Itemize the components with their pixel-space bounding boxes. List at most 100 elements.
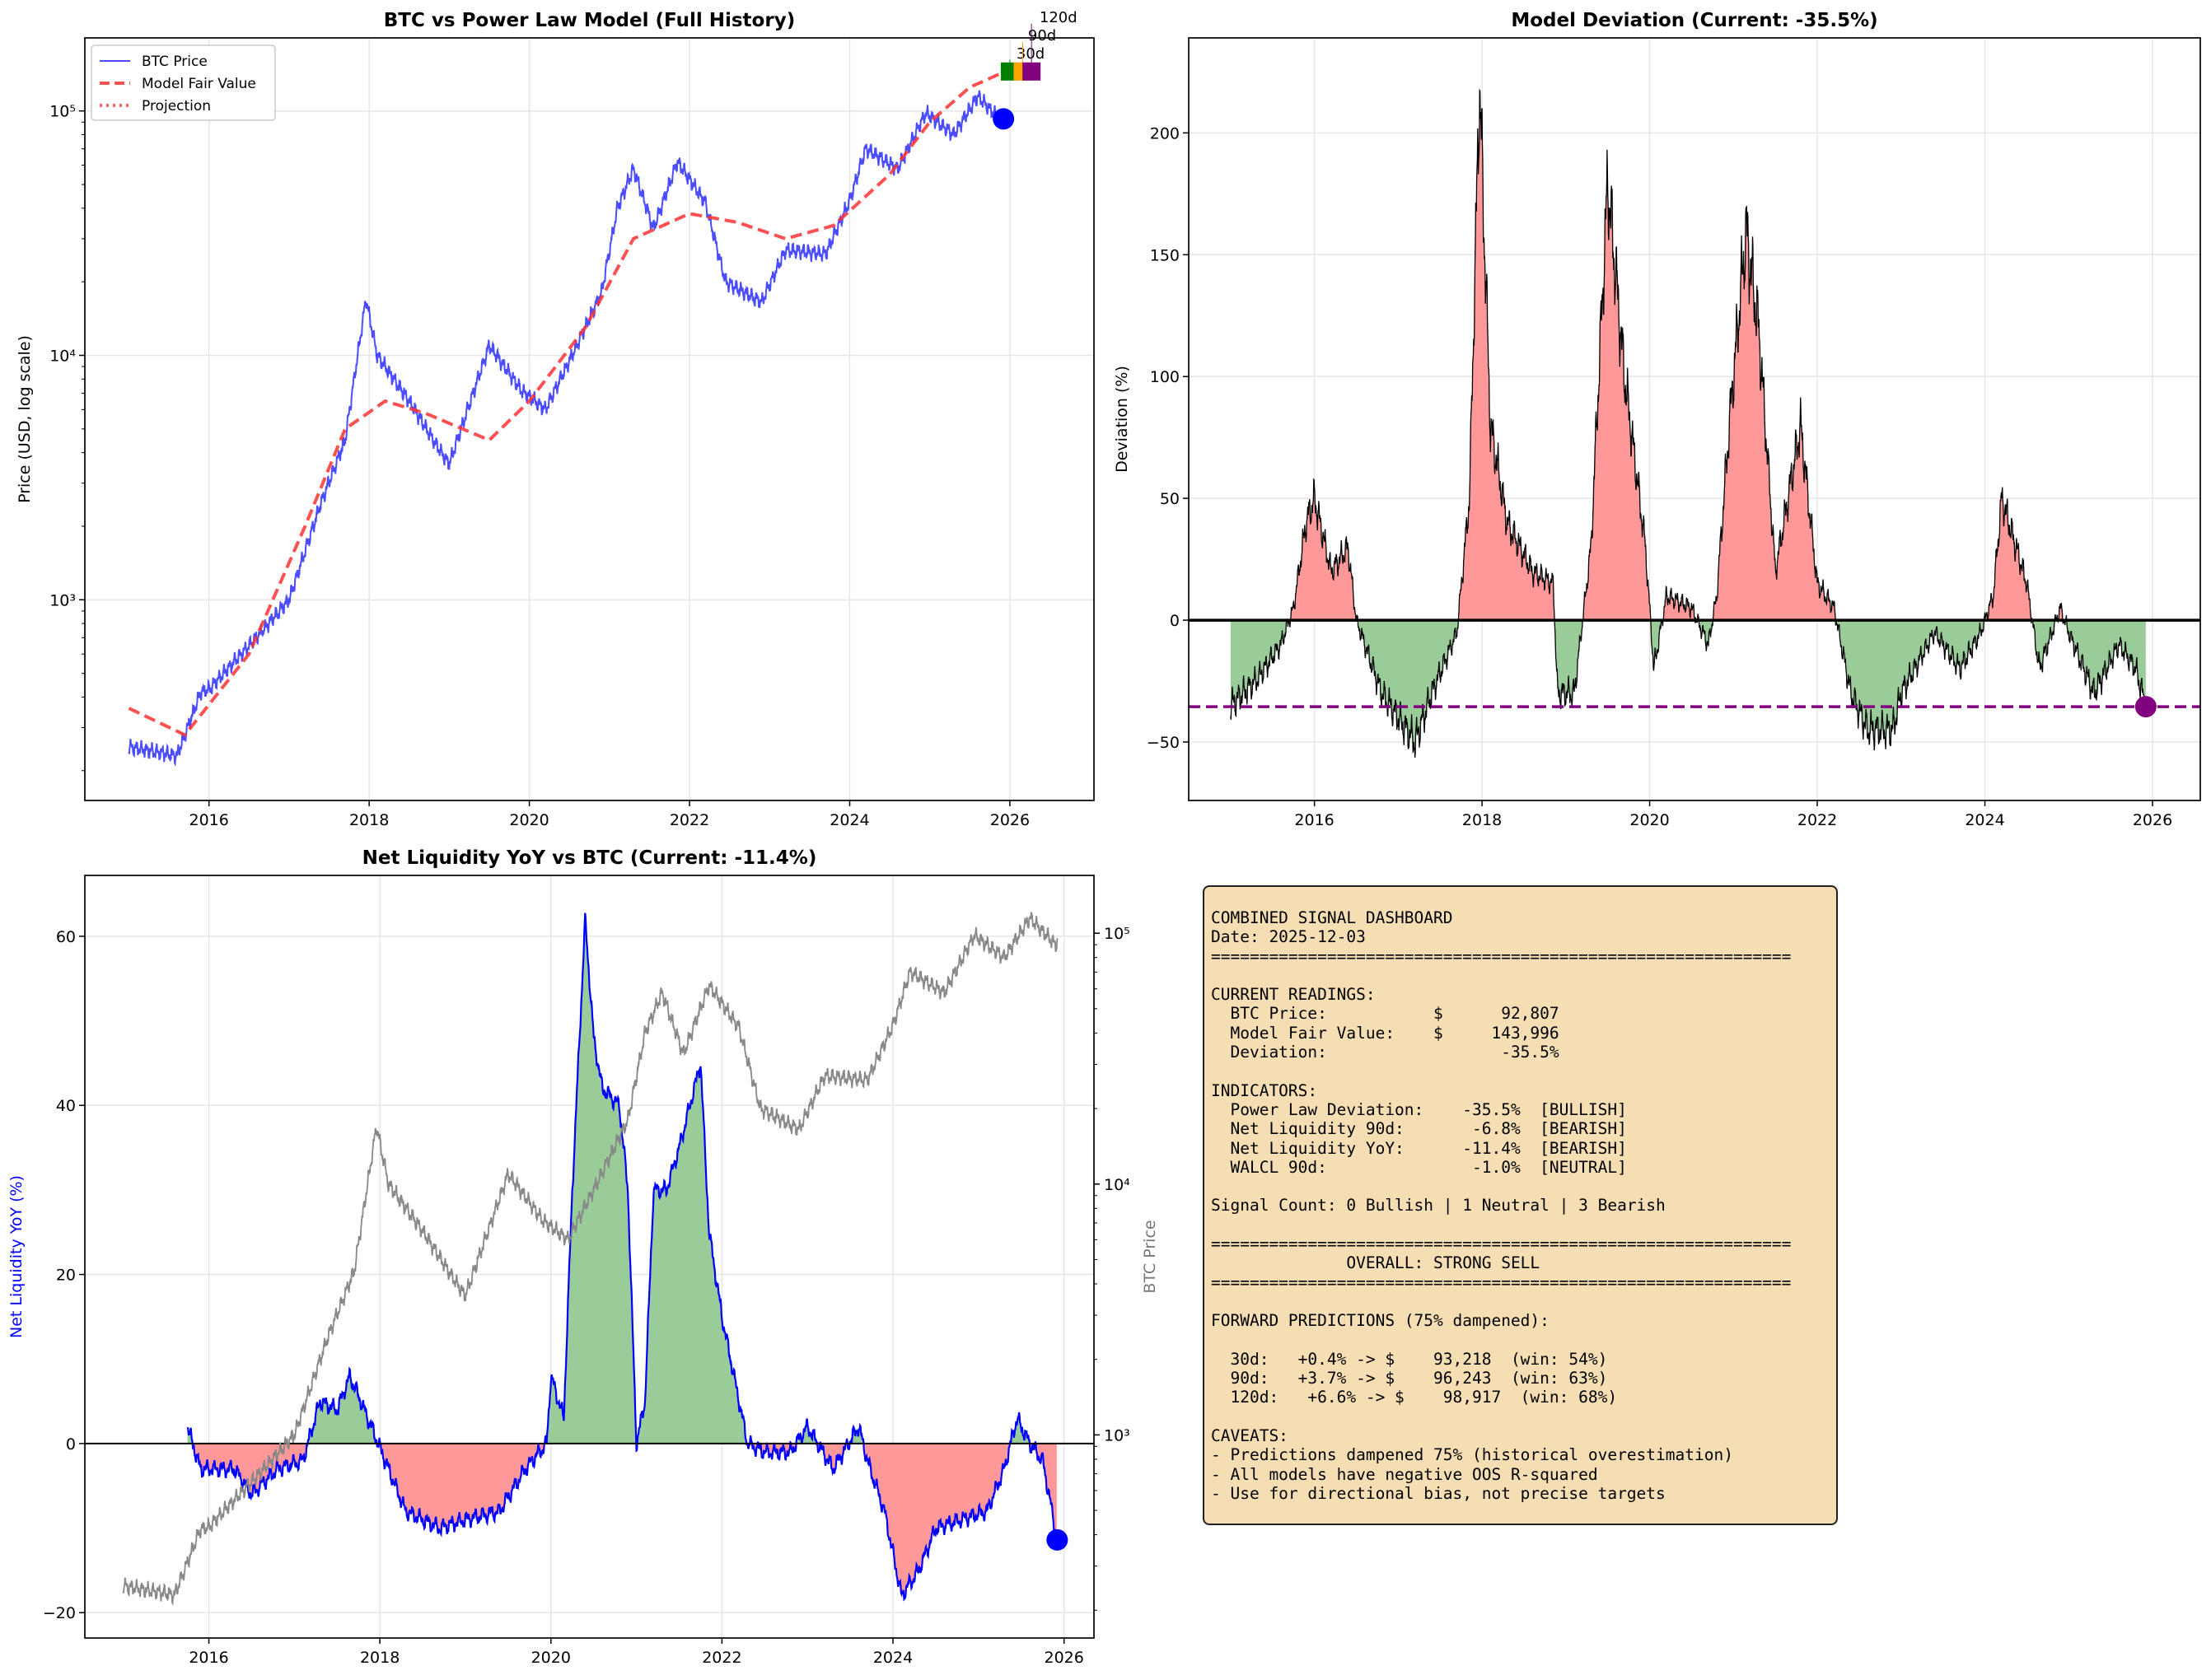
y-tick-label: 100 xyxy=(1150,368,1180,386)
y-right-axis-label: BTC Price xyxy=(1141,1220,1159,1293)
x-tick-label: 2024 xyxy=(873,1649,913,1667)
y-tick-label: 0 xyxy=(1170,612,1180,630)
negative-liquidity-area xyxy=(192,1443,1057,1599)
y-tick-label: 10⁴ xyxy=(49,348,76,366)
btc-price-line-right-axis xyxy=(122,912,1059,1607)
dashboard-line: - Predictions dampened 75% (historical o… xyxy=(1211,1445,1733,1465)
dashboard-line: 30d: +0.4% -> $ 93,218 (win: 54%) xyxy=(1211,1349,1608,1369)
x-tick-label: 2024 xyxy=(1965,811,2004,829)
plot-area xyxy=(85,912,1094,1607)
dashboard-line xyxy=(1211,1292,1836,1311)
dashboard-line xyxy=(1211,1407,1836,1426)
negative-deviation-area xyxy=(1230,620,2146,758)
dashboard-line xyxy=(1211,966,1836,985)
dashboard-line: Net Liquidity YoY: -11.4% [BEARISH] xyxy=(1211,1138,1627,1158)
y-tick-label: 10³ xyxy=(49,591,76,609)
current-liquidity-dot xyxy=(1046,1528,1068,1551)
plot-area xyxy=(1189,88,2200,758)
dashboard-line: WALCL 90d: -1.0% [NEUTRAL] xyxy=(1211,1157,1627,1177)
y-axis-label: Net Liquidity YoY (%) xyxy=(7,1175,26,1338)
x-tick-label: 2020 xyxy=(509,811,549,829)
dashboard-line: - All models have negative OOS R-squared xyxy=(1211,1464,1598,1484)
chart-title: Net Liquidity YoY vs BTC (Current: -11.4… xyxy=(362,847,817,869)
plot-area xyxy=(128,66,1035,767)
axes-frame xyxy=(84,875,1095,1639)
projection-marker-label: 90d xyxy=(1028,27,1056,44)
y-tick-label: −20 xyxy=(43,1604,76,1622)
positive-liquidity-area xyxy=(187,912,1057,1444)
x-tick-label: 2016 xyxy=(189,811,229,829)
x-tick-label: 2022 xyxy=(670,811,709,829)
dashboard-line: ========================================… xyxy=(1211,1234,1792,1254)
dashboard-line xyxy=(1211,1331,1836,1350)
y-tick-label: 200 xyxy=(1150,124,1180,142)
dashboard-line xyxy=(1211,1062,1836,1080)
current-deviation-dot xyxy=(2134,696,2157,718)
dashboard-line: INDICATORS: xyxy=(1211,1080,1318,1100)
y-tick-label: −50 xyxy=(1147,734,1180,752)
x-tick-label: 2020 xyxy=(531,1649,571,1667)
dashboard-line: 90d: +3.7% -> $ 96,243 (win: 63%) xyxy=(1211,1369,1608,1388)
chart-title: BTC vs Power Law Model (Full History) xyxy=(384,10,795,31)
x-tick-label: 2022 xyxy=(702,1649,741,1667)
y-tick-label: 20 xyxy=(56,1267,76,1285)
btc-price-line xyxy=(128,90,1005,767)
legend-box xyxy=(91,44,276,121)
panel-0: 2016 2018 2020 2022 2024 2026 10³ 10⁴ 10⁵ BTC vs … xyxy=(16,9,1095,829)
dashboard-line: Model Fair Value: $ 143,996 xyxy=(1211,1023,1559,1043)
projection-marker-label: 30d xyxy=(1017,45,1045,63)
dashboard-line: ========================================… xyxy=(1211,946,1792,966)
projection-marker-120d xyxy=(1022,62,1041,81)
dashboard-line: CAVEATS: xyxy=(1211,1426,1288,1446)
legend-label: Model Fair Value xyxy=(142,76,256,92)
dashboard-line: Signal Count: 0 Bullish | 1 Neutral | 3 … xyxy=(1211,1196,1666,1216)
x-tick-label: 2016 xyxy=(1294,811,1334,829)
x-tick-label: 2018 xyxy=(360,1649,400,1667)
chart-title: Model Deviation (Current: -35.5%) xyxy=(1511,10,1877,31)
y-axis-label: Deviation (%) xyxy=(1113,366,1131,473)
panel-2: 2016 2018 2020 2022 2024 2026 −20 0 20 40 60 Net Li… xyxy=(7,847,1159,1667)
dashboard-line: Power Law Deviation: -35.5% [BULLISH] xyxy=(1211,1099,1627,1119)
y-tick-label: 10⁵ xyxy=(49,103,76,121)
current-price-dot xyxy=(993,108,1015,130)
y-axis-label: Price (USD, log scale) xyxy=(16,335,34,503)
x-tick-label: 2026 xyxy=(990,811,1030,829)
positive-deviation-area xyxy=(1230,90,2146,621)
y-right-tick-label: 10⁴ xyxy=(1104,1176,1130,1194)
dashboard-line: ========================================… xyxy=(1211,1272,1792,1292)
y-tick-label: 40 xyxy=(56,1097,76,1115)
dashboard-line: Date: 2025-12-03 xyxy=(1211,927,1366,947)
dashboard-line: OVERALL: STRONG SELL xyxy=(1211,1253,1540,1273)
dashboard-line: Net Liquidity 90d: -6.8% [BEARISH] xyxy=(1211,1119,1627,1139)
x-tick-label: 2024 xyxy=(830,811,869,829)
dashboard-line xyxy=(1211,1216,1836,1234)
dashboard-line: Deviation: -35.5% xyxy=(1211,1043,1559,1062)
dashboard-line: CURRENT READINGS: xyxy=(1211,985,1376,1005)
deviation-line xyxy=(1230,88,2147,758)
dashboard-line: FORWARD PREDICTIONS (75% dampened): xyxy=(1211,1311,1550,1331)
model-fair-value-line xyxy=(128,70,1004,737)
signal-dashboard-box: COMBINED SIGNAL DASHBOARD Date: 2025-12-0… xyxy=(1203,885,1838,1525)
x-tick-label: 2026 xyxy=(2133,811,2172,829)
x-tick-label: 2018 xyxy=(349,811,389,829)
y-tick-label: 0 xyxy=(66,1435,76,1454)
legend-label: Projection xyxy=(142,98,211,114)
panel-1: 2016 2018 2020 2022 2024 2026 −50 0 50 100 150 200 M… xyxy=(1113,10,2201,829)
x-tick-label: 2026 xyxy=(1044,1649,1083,1667)
y-tick-label: 50 xyxy=(1160,490,1180,508)
dashboard-line: - Use for directional bias, not precise … xyxy=(1211,1483,1666,1503)
y-tick-label: 60 xyxy=(56,928,76,946)
axes-frame xyxy=(84,37,1095,801)
net-liquidity-line xyxy=(186,912,1058,1602)
x-tick-label: 2018 xyxy=(1462,811,1502,829)
legend-label: BTC Price xyxy=(142,54,208,70)
projection-marker-label: 120d xyxy=(1040,9,1077,26)
dashboard-line xyxy=(1211,1177,1836,1196)
dashboard-line: 120d: +6.6% -> $ 98,917 (win: 68%) xyxy=(1211,1388,1618,1407)
dashboard-line: COMBINED SIGNAL DASHBOARD xyxy=(1211,908,1453,927)
x-tick-label: 2016 xyxy=(189,1649,228,1667)
x-tick-label: 2020 xyxy=(1629,811,1669,829)
y-tick-label: 150 xyxy=(1150,246,1180,264)
y-right-tick-label: 10⁵ xyxy=(1104,925,1130,943)
